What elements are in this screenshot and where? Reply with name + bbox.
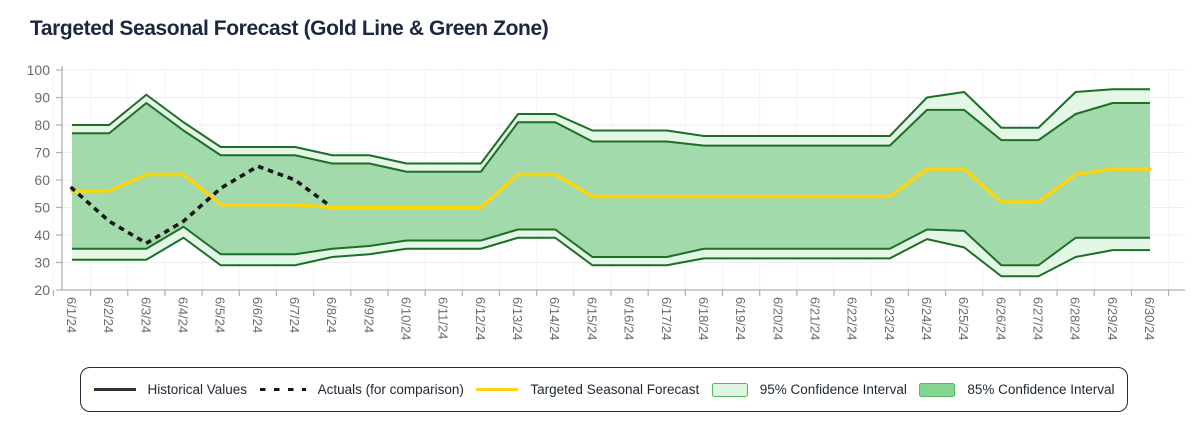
- y-axis-label: 30: [34, 255, 50, 271]
- x-axis-label: 6/20/24: [770, 297, 785, 340]
- x-axis-label: 6/29/24: [1105, 297, 1120, 340]
- legend-item-3[interactable]: 95% Confidence Interval: [711, 382, 907, 397]
- y-axis-label: 100: [27, 62, 51, 78]
- ci-95-upper-line: [72, 88, 1150, 165]
- legend-label: Targeted Seasonal Forecast: [530, 382, 700, 397]
- x-axis-label: 6/21/24: [807, 297, 822, 340]
- x-axis-label: 6/26/24: [993, 297, 1008, 340]
- x-axis-label: 6/5/24: [213, 297, 228, 333]
- y-axis-label: 20: [34, 282, 50, 298]
- x-axis-label: 6/14/24: [547, 297, 562, 340]
- ci-85-lower-line: [72, 225, 1150, 267]
- y-axis-label: 50: [34, 200, 50, 216]
- x-axis-label: 6/15/24: [584, 297, 599, 340]
- y-axis-label: 70: [34, 145, 50, 161]
- y-axis-label: 60: [34, 172, 50, 188]
- legend-label: 85% Confidence Interval: [967, 382, 1115, 397]
- legend-label: Historical Values: [147, 382, 248, 397]
- legend-box-swatch: [711, 382, 748, 397]
- x-axis-label: 6/27/24: [1030, 297, 1045, 340]
- x-axis-label: 6/22/24: [845, 297, 860, 340]
- legend-box-swatch: [919, 382, 956, 397]
- y-axis-label: 80: [34, 117, 50, 133]
- ci-85-upper-line: [72, 102, 1150, 173]
- legend-item-4[interactable]: 85% Confidence Interval: [919, 382, 1114, 397]
- ci-95-lower-line: [72, 236, 1150, 278]
- forecast-line: [70, 167, 1152, 210]
- legend-dashed-swatch: [259, 387, 306, 392]
- legend-label: 95% Confidence Interval: [759, 382, 907, 397]
- x-axis-label: 6/25/24: [956, 297, 971, 340]
- chart-title: Targeted Seasonal Forecast (Gold Line & …: [30, 17, 549, 40]
- ci-85-area: [72, 103, 1150, 266]
- x-axis-label: 6/24/24: [919, 297, 934, 340]
- x-axis-label: 6/1/24: [64, 297, 79, 333]
- x-axis-label: 6/28/24: [1068, 297, 1083, 340]
- x-axis-label: 6/17/24: [659, 297, 674, 340]
- x-axis-label: 6/10/24: [399, 297, 414, 340]
- x-axis-label: 6/11/24: [436, 297, 451, 339]
- legend-item-2[interactable]: Targeted Seasonal Forecast: [476, 382, 699, 397]
- x-axis-label: 6/2/24: [101, 297, 116, 333]
- x-axis-label: 6/3/24: [138, 297, 153, 333]
- legend-line-swatch: [476, 388, 519, 391]
- x-axis-label: 6/18/24: [696, 297, 711, 340]
- x-axis-label: 6/30/24: [1142, 297, 1157, 340]
- x-axis-label: 6/12/24: [473, 297, 488, 340]
- legend-line-swatch: [93, 388, 136, 391]
- x-axis-label: 6/13/24: [510, 297, 525, 340]
- legend-item-0[interactable]: Historical Values: [93, 382, 248, 397]
- x-axis-label: 6/16/24: [622, 297, 637, 340]
- chart-legend: Historical Values Actuals (for comparison…: [80, 367, 1128, 412]
- x-axis-label: 6/19/24: [733, 297, 748, 340]
- y-axis-label: 40: [34, 227, 50, 243]
- y-axis-label: 90: [34, 90, 50, 106]
- legend-label: Actuals (for comparison): [317, 382, 464, 397]
- x-axis-label: 6/6/24: [250, 297, 265, 333]
- x-axis-label: 6/7/24: [287, 297, 302, 333]
- x-axis-label: 6/4/24: [176, 297, 191, 333]
- x-axis-label: 6/9/24: [361, 297, 376, 333]
- x-axis-label: 6/8/24: [324, 297, 339, 333]
- x-axis-label: 6/23/24: [882, 297, 897, 340]
- actuals-line: [69, 164, 335, 246]
- legend-item-1[interactable]: Actuals (for comparison): [259, 382, 464, 397]
